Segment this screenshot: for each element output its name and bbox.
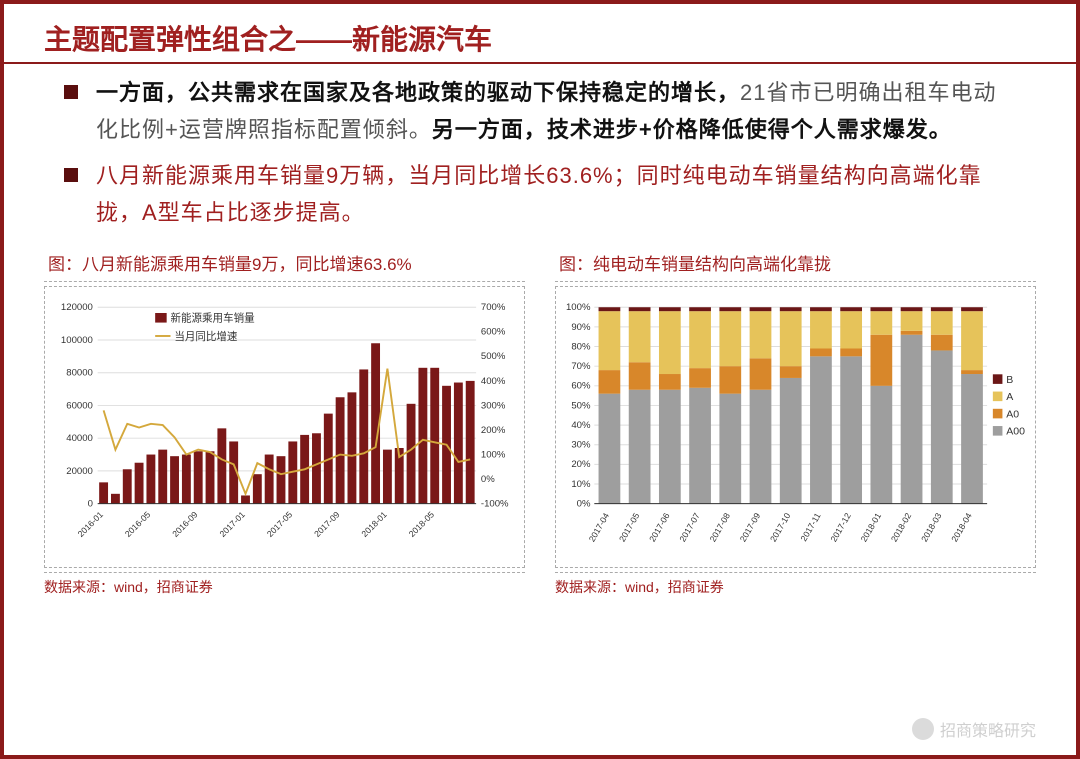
svg-text:当月同比增速: 当月同比增速 [174,329,238,342]
chart1-title: 图：八月新能源乘用车销量9万，同比增速63.6% [44,246,525,282]
svg-text:-100%: -100% [481,498,509,509]
svg-text:2017-05: 2017-05 [617,511,642,544]
svg-text:200%: 200% [481,424,506,435]
svg-text:2016-01: 2016-01 [76,509,106,539]
svg-text:A: A [1006,391,1013,403]
svg-text:0: 0 [88,498,93,509]
svg-text:2018-03: 2018-03 [919,511,944,544]
svg-text:新能源乘用车销量: 新能源乘用车销量 [170,311,255,324]
svg-text:20%: 20% [571,459,591,470]
svg-text:120000: 120000 [61,302,93,313]
chart1-source: 数据来源：wind，招商证券 [44,572,525,597]
svg-text:2017-12: 2017-12 [828,511,853,544]
watermark-icon [912,718,934,740]
svg-text:700%: 700% [481,302,506,313]
chart2-frame: 0% 10% 20% 30% 40% 50% 60% 70% 80% 90% 100% 2017-04… [555,286,1036,568]
bullet-list: 一方面，公共需求在国家及各地政策的驱动下保持稳定的增长，21省市已明确出租车电动… [4,64,1076,232]
bullet-item: 一方面，公共需求在国家及各地政策的驱动下保持稳定的增长，21省市已明确出租车电动… [64,74,1016,149]
svg-text:B: B [1006,373,1013,385]
svg-text:2017-09: 2017-09 [312,509,342,539]
svg-text:300%: 300% [481,400,506,411]
svg-text:80%: 80% [571,341,591,352]
charts-row: 图：八月新能源乘用车销量9万，同比增速63.6% 0 20000 40000 6000… [4,240,1076,597]
bullet-text: 八月新能源乘用车销量9万辆，当月同比增长63.6%；同时纯电动车销量结构向高端化… [96,157,1016,232]
bullet-marker [64,85,78,99]
bullet-text: 一方面，公共需求在国家及各地政策的驱动下保持稳定的增长，21省市已明确出租车电动… [96,74,1016,149]
watermark: 招商策略研究 [912,717,1036,741]
page-title: 主题配置弹性组合之——新能源汽车 [4,4,1076,64]
svg-text:2017-08: 2017-08 [708,511,733,544]
svg-text:0%: 0% [577,498,591,509]
svg-text:2018-02: 2018-02 [889,511,914,544]
chart2-title: 图：纯电动车销量结构向高端化靠拢 [555,246,1036,282]
svg-text:2017-09: 2017-09 [738,511,763,544]
svg-text:50%: 50% [571,400,591,411]
svg-text:2016-05: 2016-05 [123,509,153,539]
watermark-text: 招商策略研究 [940,717,1036,741]
svg-text:2017-10: 2017-10 [768,511,793,544]
chart2-svg: 0% 10% 20% 30% 40% 50% 60% 70% 80% 90% 100% 2017-04… [556,287,1035,567]
svg-text:70%: 70% [571,361,591,372]
svg-text:500%: 500% [481,351,506,362]
chart2-source: 数据来源：wind，招商证券 [555,572,1036,597]
svg-text:20000: 20000 [66,465,93,476]
svg-text:2018-05: 2018-05 [407,509,437,539]
chart1-svg: 0 20000 40000 60000 80000 100000 120000 -100% 0%… [45,287,524,567]
svg-text:60%: 60% [571,380,591,391]
svg-text:10%: 10% [571,478,591,489]
chart1-box: 图：八月新能源乘用车销量9万，同比增速63.6% 0 20000 40000 6000… [44,246,525,597]
bullet-segment: 另一方面，技术进步+价格降低使得个人需求爆发。 [432,117,952,142]
svg-text:2017-01: 2017-01 [217,509,247,539]
svg-text:2017-04: 2017-04 [587,511,612,544]
chart1-frame: 0 20000 40000 60000 80000 100000 120000 -100% 0%… [44,286,525,568]
svg-text:40000: 40000 [66,433,93,444]
svg-text:A0: A0 [1006,408,1019,420]
svg-text:2016-09: 2016-09 [170,509,200,539]
svg-text:600%: 600% [481,326,506,337]
chart2-box: 图：纯电动车销量结构向高端化靠拢 0% 10% 20% 30% 40% 50% 60% 70%… [555,246,1036,597]
bullet-item: 八月新能源乘用车销量9万辆，当月同比增长63.6%；同时纯电动车销量结构向高端化… [64,157,1016,232]
svg-text:2017-11: 2017-11 [799,511,823,543]
svg-text:80000: 80000 [66,367,93,378]
svg-text:60000: 60000 [66,400,93,411]
svg-text:A00: A00 [1006,425,1025,437]
svg-text:2017-05: 2017-05 [265,509,295,539]
bullet-marker [64,168,78,182]
svg-text:40%: 40% [571,420,591,431]
svg-text:0%: 0% [481,474,495,485]
svg-text:90%: 90% [571,321,591,332]
svg-text:400%: 400% [481,375,506,386]
svg-text:100%: 100% [566,302,591,313]
svg-text:2017-07: 2017-07 [677,511,702,544]
bullet-segment: 一方面，公共需求在国家及各地政策的驱动下保持稳定的增长， [96,80,740,105]
bullet-segment: 八月新能源乘用车销量9万辆，当月同比增长63.6%；同时纯电动车销量结构向高端化… [96,163,982,225]
svg-text:2017-06: 2017-06 [647,511,672,544]
svg-text:30%: 30% [571,439,591,450]
svg-text:100%: 100% [481,449,506,460]
svg-text:2018-01: 2018-01 [359,509,389,539]
svg-text:100000: 100000 [61,334,93,345]
svg-text:2018-01: 2018-01 [859,511,884,544]
svg-text:2018-04: 2018-04 [949,511,974,544]
